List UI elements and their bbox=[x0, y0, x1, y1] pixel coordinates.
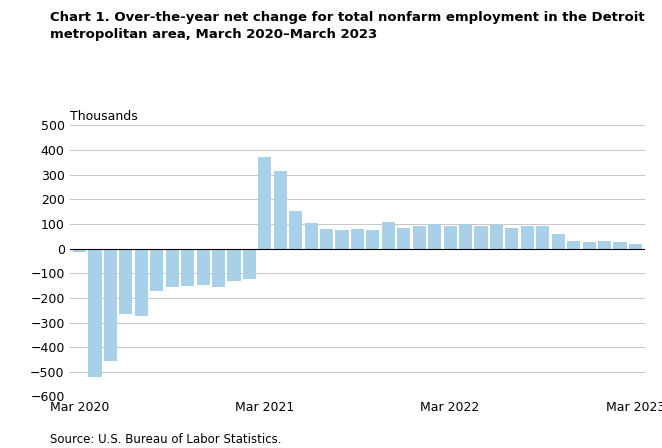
Bar bbox=[614, 242, 626, 249]
Bar bbox=[412, 227, 426, 249]
Bar bbox=[567, 241, 580, 249]
Bar bbox=[397, 228, 410, 249]
Bar bbox=[135, 249, 148, 316]
Bar bbox=[598, 241, 611, 249]
Bar bbox=[320, 229, 333, 249]
Text: Source: U.S. Bureau of Labor Statistics.: Source: U.S. Bureau of Labor Statistics. bbox=[50, 433, 281, 446]
Bar bbox=[227, 249, 240, 280]
Bar bbox=[382, 222, 395, 249]
Bar bbox=[73, 249, 86, 252]
Bar bbox=[212, 249, 225, 287]
Bar bbox=[243, 249, 256, 280]
Bar bbox=[629, 244, 642, 249]
Bar bbox=[536, 227, 549, 249]
Bar bbox=[104, 249, 117, 361]
Bar bbox=[273, 171, 287, 249]
Bar bbox=[181, 249, 194, 286]
Bar bbox=[521, 227, 534, 249]
Bar bbox=[444, 227, 457, 249]
Bar bbox=[490, 225, 503, 249]
Bar bbox=[505, 228, 518, 249]
Bar bbox=[351, 229, 364, 249]
Bar bbox=[305, 223, 318, 249]
Bar bbox=[197, 249, 210, 285]
Bar bbox=[475, 227, 488, 249]
Bar bbox=[89, 249, 101, 376]
Text: Thousands: Thousands bbox=[70, 110, 137, 123]
Bar bbox=[166, 249, 179, 287]
Bar bbox=[258, 158, 271, 249]
Bar bbox=[150, 249, 164, 291]
Bar bbox=[583, 242, 596, 249]
Bar bbox=[289, 211, 303, 249]
Text: Chart 1. Over-the-year net change for total nonfarm employment in the Detroit
me: Chart 1. Over-the-year net change for to… bbox=[50, 11, 644, 41]
Bar bbox=[119, 249, 132, 314]
Bar bbox=[428, 224, 442, 249]
Bar bbox=[551, 234, 565, 249]
Bar bbox=[336, 230, 349, 249]
Bar bbox=[459, 224, 472, 249]
Bar bbox=[366, 230, 379, 249]
